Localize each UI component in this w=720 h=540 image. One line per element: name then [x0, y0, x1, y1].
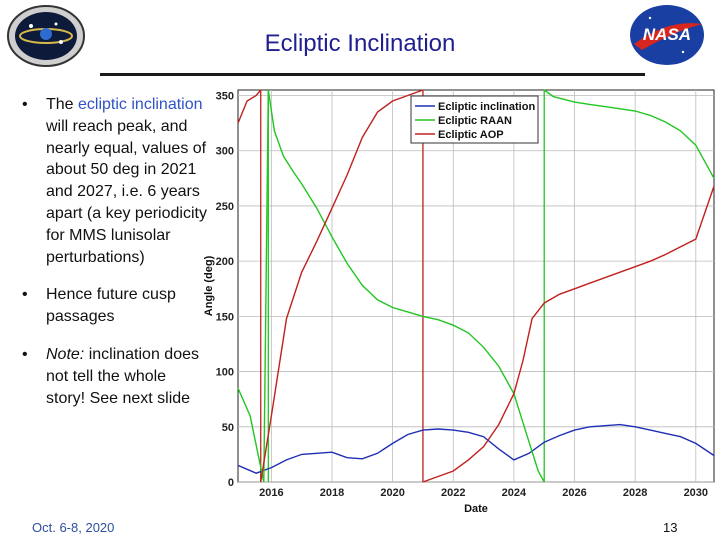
bullet-dot: •: [22, 286, 28, 304]
ecliptic-aop-line: [260, 89, 424, 483]
bullet-item: • Hence future cusp passages: [22, 284, 207, 328]
x-axis-label: Date: [464, 503, 488, 515]
y-tick-label: 350: [216, 91, 234, 103]
bullet-item: • Note: inclination does not tell the wh…: [22, 344, 207, 409]
y-tick-label: 250: [216, 201, 234, 213]
x-tick-label: 2030: [684, 487, 708, 499]
nasa-logo-text: NASA: [643, 25, 691, 44]
bullet-item: • The ecliptic inclination will reach pe…: [22, 94, 207, 268]
bullet-dot: •: [22, 96, 28, 113]
footer-date: Oct. 6-8, 2020: [32, 520, 115, 535]
legend-label: Ecliptic inclination: [438, 101, 535, 113]
y-tick-label: 0: [228, 477, 234, 489]
slide-title: Ecliptic Inclination: [264, 30, 456, 57]
bullet-text: Hence future cusp passages: [46, 286, 176, 326]
x-tick-label: 2028: [623, 487, 647, 499]
page-number: 13: [663, 520, 678, 535]
bullet-dot: •: [22, 345, 28, 363]
angle-vs-date-chart: 0 50 100 150 200 250 300 350 2016 2018 2020 2022 202…: [203, 89, 715, 515]
y-axis-label: Angle (deg): [203, 255, 215, 316]
bullet-italic-text: Note:: [46, 345, 85, 363]
ecliptic-raan-line: [237, 89, 545, 483]
ecliptic-aop-line: [237, 89, 262, 124]
legend-label: Ecliptic RAAN: [438, 115, 512, 127]
plot-area: [237, 89, 715, 483]
legend-label: Ecliptic AOP: [438, 129, 504, 141]
x-tick-label: 2016: [259, 487, 283, 499]
y-tick-label: 200: [216, 256, 234, 268]
x-tick-label: 2018: [320, 487, 344, 499]
bullet-accent-text: ecliptic inclination: [78, 96, 203, 113]
x-tick-label: 2022: [441, 487, 465, 499]
bullet-text: inclination does not tell the whole stor…: [46, 345, 199, 407]
x-tick-label: 2020: [380, 487, 404, 499]
ecliptic-raan-line: [543, 89, 715, 179]
mms-mission-logo: [6, 4, 86, 68]
ecliptic-inclination-line: [237, 423, 715, 474]
bullet-text: will reach peak, and nearly equal, value…: [46, 117, 207, 266]
y-tick-label: 50: [222, 422, 234, 434]
title-divider: [100, 73, 645, 76]
y-tick-label: 300: [216, 146, 234, 158]
y-tick-label: 100: [216, 367, 234, 379]
ecliptic-aop-line: [422, 185, 715, 483]
bullet-list: • The ecliptic inclination will reach pe…: [22, 94, 207, 425]
x-tick-label: 2024: [502, 487, 527, 499]
bullet-text: The: [46, 96, 79, 113]
x-tick-label: 2026: [562, 487, 586, 499]
nasa-meatball-logo: NASA: [628, 4, 706, 66]
y-tick-label: 150: [216, 311, 234, 323]
